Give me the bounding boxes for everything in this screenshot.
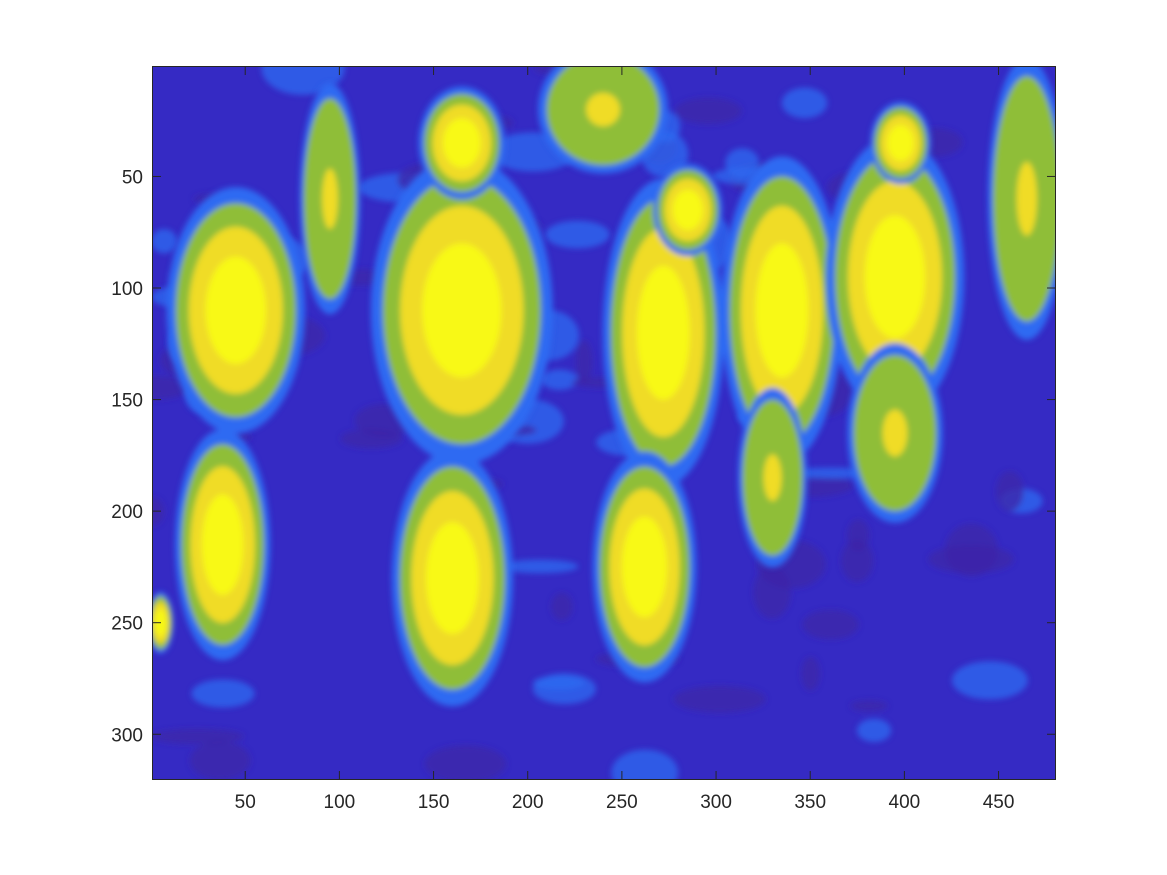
heatmap-cool-blotch [424,745,507,780]
x-tick-label: 250 [606,792,638,813]
heatmap-region-layer [864,215,926,339]
y-tick-label: 200 [111,502,143,523]
heatmap-region-layer [442,118,481,168]
x-tick-label: 450 [983,792,1015,813]
x-tick-label: 350 [794,792,826,813]
heatmap-region-layer [322,168,338,229]
heatmap-cool-blotch [801,656,820,691]
person-far-left-legs [174,429,271,661]
axes-frame [152,66,1056,780]
heatmap-region-layer [205,256,266,364]
heatmap-region-layer [882,409,908,457]
heatmap-mid-blotch [611,749,679,780]
heatmap-image [152,66,1056,780]
heatmap-cool-blotch [673,685,766,713]
person-far-right-torso [825,135,965,418]
heatmap-region-layer [755,243,809,378]
heatmap-mid-blotch [856,718,892,743]
heatmap-region-layer [586,92,621,127]
person-center-head [653,163,723,257]
person-far-right-legs [847,343,943,523]
y-tick-label: 250 [111,614,143,635]
y-tick-label: 50 [122,167,143,188]
person-back-left [299,83,361,315]
heatmap-mid-blotch [191,679,255,708]
heatmap-region-layer [621,516,668,618]
person-far-right-head [870,101,931,185]
person-edge-right [987,66,1056,340]
heatmap-region-layer [1016,161,1037,236]
heatmap-cool-blotch [675,97,742,125]
heatmap-cool-blotch [575,340,593,384]
heatmap-region-layer [422,243,502,378]
y-tick-label: 100 [111,279,143,300]
heatmap-region-layer [887,125,914,161]
heatmap-cool-blotch [152,728,245,745]
heatmap-cool-blotch [850,700,888,712]
x-tick-label: 400 [889,792,921,813]
heatmap-region-layer [636,265,690,400]
heatmap-mid-blotch [152,229,178,254]
x-axis-ticks: 50 100 150 200 250 300 350 400 450 [235,66,1015,813]
person-back-top [538,66,669,174]
person-far-left-torso [166,187,306,434]
heatmap-cool-blotch [928,545,1014,574]
y-axis-ticks: 50 100 150 200 250 300 [111,167,1056,746]
heatmap-region-layer [672,189,703,230]
heatmap-warm-regions [152,66,1056,707]
x-tick-label: 50 [235,792,256,813]
heatmap-cool-blotch [996,471,1024,512]
person-edge-left-bottom [152,591,174,654]
heatmap-cool-blotch [802,609,859,640]
heatmap-mid-blotch [545,220,610,249]
person-right-torso [721,156,843,465]
x-tick-label: 300 [700,792,732,813]
y-tick-label: 150 [111,391,143,412]
heatmap-region-layer [763,454,782,502]
person-center-left-torso [370,156,553,465]
heatmap-mid-blotch [781,87,828,119]
person-center-left-head [418,86,506,200]
x-tick-label: 200 [512,792,544,813]
heatmap-region-layer [426,522,479,634]
person-right-legs [737,387,808,568]
x-tick-label: 150 [418,792,450,813]
x-tick-label: 100 [324,792,356,813]
heatmap-region-layer [201,494,244,595]
heatmap-mid-blotch [533,675,585,690]
person-center-legs [592,451,697,683]
heatmap-mid-blotch [951,661,1028,700]
person-center-left-legs [391,449,514,707]
heatmap-mid-blotch [501,559,579,574]
heatmap-mid-blotch [540,369,579,390]
y-tick-label: 300 [111,725,143,746]
heatmap-cool-blotch [841,539,874,582]
heatmap-cool-blotch [551,592,573,621]
person-center-torso [602,178,724,487]
heatmap-cool-blotch [190,741,251,780]
